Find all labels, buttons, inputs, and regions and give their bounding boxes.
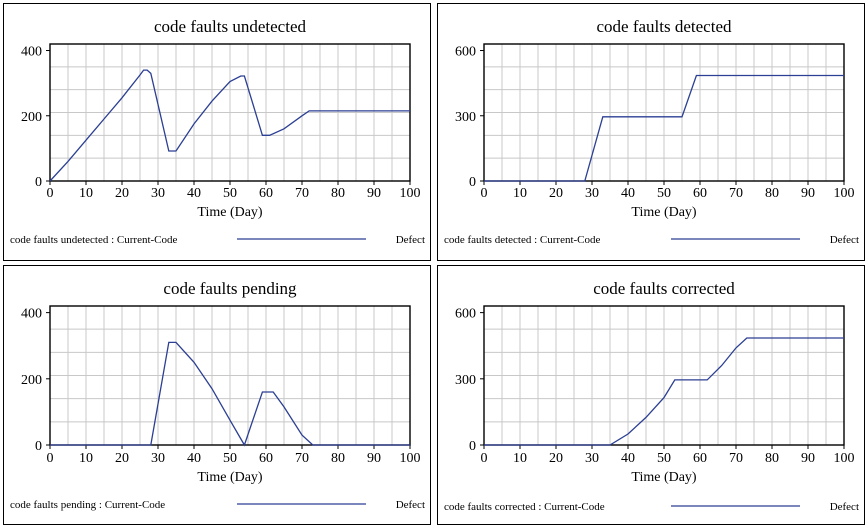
x-axis-label: Time (Day) [631,205,697,220]
x-tick-label: 40 [621,186,635,201]
y-tick-label: 0 [469,439,476,454]
chart-title: code faults pending [163,279,297,298]
x-tick-label: 80 [765,186,779,201]
x-tick-label: 10 [513,451,527,466]
x-tick-label: 100 [834,186,855,201]
chart-svg: code faults corrected 0 10 20 30 40 50 60 70 80 90… [444,279,859,513]
x-tick-label: 70 [729,451,743,466]
series-line [50,341,410,447]
series-line [484,337,844,446]
legend-unit: Defect [830,234,859,246]
x-tick-label: 70 [729,186,743,201]
legend-unit: Defect [830,501,859,513]
x-tick-label: 0 [47,451,54,466]
legend-series-label: code faults pending : Current-Code [10,499,165,511]
x-tick-label: 30 [585,186,599,201]
x-tick-label: 90 [367,186,381,201]
x-tick-label: 10 [513,186,527,201]
y-tick-label: 600 [455,45,476,60]
y-tick-label: 600 [455,307,476,322]
y-tick-label: 200 [21,373,42,388]
x-tick-label: 50 [223,186,237,201]
x-tick-label: 50 [657,186,671,201]
x-tick-label: 60 [259,451,273,466]
x-tick-label: 0 [481,186,488,201]
x-tick-label: 20 [549,186,563,201]
series-line [49,69,410,182]
x-axis-label: Time (Day) [197,470,263,485]
legend-series-label: code faults undetected : Current-Code [10,234,178,246]
chart-svg: code faults detected 0 10 20 30 40 50 60 70 80 90 1… [444,17,859,246]
x-tick-label: 70 [295,451,309,466]
x-tick-label: 60 [693,186,707,201]
x-tick-label: 40 [621,451,635,466]
chart-panel-pending: code faults pending 0 10 20 30 40 50 60 70 80 90 10… [3,265,431,525]
x-tick-label: 100 [834,451,855,466]
x-tick-label: 0 [481,451,488,466]
x-tick-label: 30 [151,451,165,466]
x-axis-label: Time (Day) [197,205,263,220]
legend-unit: Defect [396,234,425,246]
x-tick-label: 30 [585,451,599,466]
x-tick-label: 20 [115,451,129,466]
x-tick-label: 40 [187,451,201,466]
x-tick-label: 40 [187,186,201,201]
x-tick-label: 80 [331,186,345,201]
y-tick-label: 0 [35,439,42,454]
y-tick-label: 400 [21,45,42,60]
chart-svg: code faults pending 0 10 20 30 40 50 60 70 80 90 10… [10,279,425,511]
legend-series-label: code faults corrected : Current-Code [444,501,605,513]
x-tick-label: 50 [223,451,237,466]
x-tick-label: 50 [657,451,671,466]
x-tick-label: 90 [367,451,381,466]
x-axis-label: Time (Day) [631,470,697,485]
legend-series-label: code faults detected : Current-Code [444,234,601,246]
x-tick-label: 20 [549,451,563,466]
x-tick-label: 60 [259,186,273,201]
chart-svg: code faults undetected 0 10 20 30 40 50 60 70 80 9… [10,17,425,246]
chart-panel-detected: code faults detected 0 10 20 30 40 50 60 70 80 90 1… [437,3,865,261]
x-tick-label: 70 [295,186,309,201]
y-tick-label: 400 [21,307,42,322]
x-tick-label: 10 [79,451,93,466]
chart-panel-undetected: code faults undetected 0 10 20 30 40 50 60 70 80 9… [3,3,431,261]
x-tick-label: 90 [801,186,815,201]
x-tick-label: 30 [151,186,165,201]
x-tick-label: 60 [693,451,707,466]
y-tick-label: 0 [469,175,476,190]
legend-unit: Defect [396,499,425,511]
chart-title: code faults undetected [154,17,306,36]
y-tick-label: 0 [35,175,42,190]
chart-title: code faults detected [597,17,732,36]
series-line [484,74,844,182]
x-tick-label: 80 [331,451,345,466]
x-tick-label: 100 [400,186,421,201]
x-tick-label: 0 [47,186,54,201]
x-tick-label: 90 [801,451,815,466]
x-tick-label: 80 [765,451,779,466]
chart-title: code faults corrected [593,279,735,298]
y-tick-label: 300 [455,373,476,388]
x-tick-label: 100 [400,451,421,466]
x-tick-label: 20 [115,186,129,201]
x-tick-label: 10 [79,186,93,201]
y-tick-label: 200 [21,110,42,125]
y-tick-label: 300 [455,110,476,125]
chart-panel-corrected: code faults corrected 0 10 20 30 40 50 60 70 80 90… [437,265,865,525]
